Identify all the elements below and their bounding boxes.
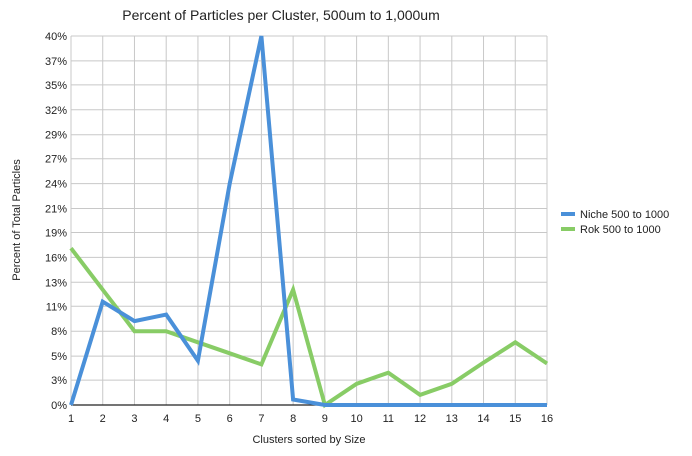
series-line-1 [69,35,547,407]
y-tick-label: 19% [45,227,67,239]
x-tick-label: 12 [414,413,426,425]
legend: Niche 500 to 1000 Rok 500 to 1000 [561,209,669,236]
x-tick-label: 10 [350,413,362,425]
x-tick-label: 9 [322,413,328,425]
y-tick-label: 40% [45,31,67,43]
legend-label: Rok 500 to 1000 [580,224,661,236]
x-tick-label: 16 [541,413,553,425]
x-tick-label: 14 [477,413,489,425]
legend-label: Niche 500 to 1000 [580,209,669,221]
series-line-2 [69,246,549,409]
x-tick-label: 1 [68,413,74,425]
x-tick-label: 3 [131,413,137,425]
chart-title: Percent of Particles per Cluster, 500um … [122,7,440,23]
x-tick-label: 13 [446,413,458,425]
y-tick-label: 16% [45,252,67,264]
x-tick-label: 4 [163,413,169,425]
y-axis-label: Percent of Total Particles [11,159,23,281]
x-tick-label: 6 [227,413,233,425]
x-tick-label: 2 [100,413,106,425]
y-tick-label: 11% [46,301,67,313]
x-tick-label: 8 [290,413,296,425]
y-tick-label: 29% [45,130,67,142]
x-tick-label: 7 [258,413,264,425]
y-tick-label: 13% [45,277,67,289]
y-tick-label: 37% [45,56,67,68]
grid [70,35,548,406]
series-lines [69,35,549,409]
x-tick-label: 15 [509,413,521,425]
y-tick-label: 0% [51,400,67,412]
x-tick-labels: 1 2 3 4 5 6 7 8 9 10 11 12 13 14 15 16 [68,413,553,425]
x-axis-label: Clusters sorted by Size [252,434,365,446]
y-tick-label: 3% [51,375,67,387]
x-tick-label: 5 [195,413,201,425]
y-tick-label: 35% [45,80,67,92]
y-tick-labels: 0% 3% 5% 8% 11% 13% 16% 19% 21% 24% 27% 29% 32% 35% 37… [45,31,67,412]
y-tick-label: 24% [45,179,67,191]
y-tick-label: 21% [45,204,67,216]
x-tick-label: 11 [383,413,394,425]
y-tick-label: 32% [45,105,67,117]
y-tick-label: 27% [45,154,67,166]
y-tick-label: 5% [51,351,67,363]
y-tick-label: 8% [51,326,67,338]
